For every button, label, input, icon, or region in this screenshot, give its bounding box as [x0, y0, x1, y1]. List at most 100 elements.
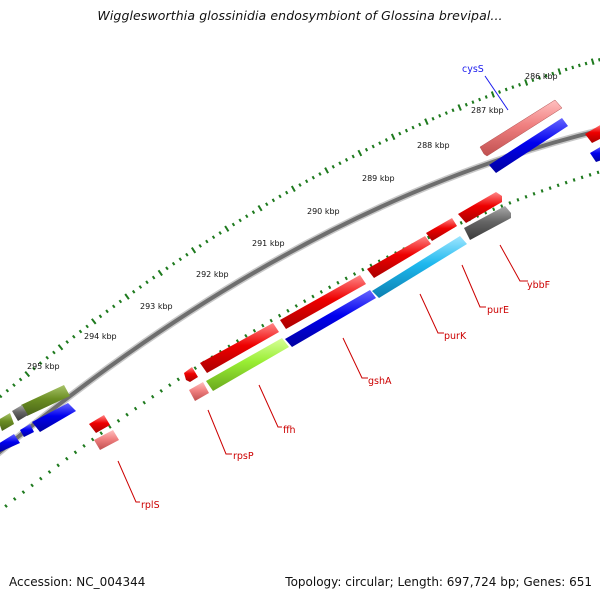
- ruler-tick: [151, 275, 156, 280]
- feature-left-olive-2[interactable]: [0, 413, 14, 431]
- ruler-tick: [498, 90, 502, 94]
- feature-rpls-fwd[interactable]: [89, 415, 110, 433]
- ruler-tick: [257, 204, 263, 212]
- ruler-tick: [384, 138, 389, 142]
- ruler-tick: [532, 191, 536, 196]
- ruler-tick: [426, 235, 431, 240]
- ruler-tick: [328, 285, 332, 290]
- gene-label-purk[interactable]: purK: [444, 331, 467, 342]
- callout-rpsp: [207, 409, 232, 455]
- ruler-tick: [205, 239, 209, 244]
- feature-cyss-rev[interactable]: [489, 118, 568, 173]
- callout-ybbf: [499, 244, 528, 282]
- ruler-tick: [524, 79, 529, 86]
- feature-rpsp[interactable]: [189, 382, 209, 401]
- feature-rpsp-fwd[interactable]: [184, 367, 198, 382]
- feature-purk[interactable]: [367, 236, 431, 278]
- ruler-tick: [269, 318, 273, 323]
- feature-left-olive-1[interactable]: [21, 385, 70, 416]
- feature-right-blue[interactable]: [590, 146, 600, 162]
- tick-label-289: 289 kbp: [362, 174, 395, 183]
- ruler-tick: [261, 323, 265, 328]
- ruler-tick: [108, 425, 112, 429]
- ruler-tick: [371, 144, 375, 149]
- feature-cyss[interactable]: [479, 99, 563, 157]
- ruler-tick: [24, 370, 31, 378]
- ruler-tick: [577, 63, 581, 68]
- ruler-tick: [548, 186, 552, 190]
- feature-left-gray[interactable]: [12, 405, 28, 421]
- feature-purk-rev[interactable]: [372, 236, 467, 298]
- gene-label-rpls[interactable]: rplS: [141, 500, 160, 511]
- ruler-tick: [30, 483, 34, 488]
- ruler-tick: [305, 179, 309, 184]
- ruler-labels: 286 kbp 287 kbp 288 kbp 289 kbp 290 kbp …: [27, 72, 558, 371]
- ruler-tick: [38, 361, 43, 366]
- ruler-tick: [168, 383, 172, 387]
- feature-gsha[interactable]: [280, 275, 366, 329]
- ruler-tick: [12, 497, 17, 501]
- feature-pure[interactable]: [426, 218, 457, 241]
- ruler-tick: [490, 91, 495, 98]
- tick-label-291: 291 kbp: [252, 239, 285, 248]
- ruler-tick: [231, 222, 236, 227]
- callout-rpls: [117, 460, 140, 503]
- ruler-tick: [165, 266, 169, 271]
- gene-label-ybbf[interactable]: ybbF: [527, 280, 550, 291]
- feature-ybbf-rev[interactable]: [464, 206, 511, 240]
- ruler-tick: [116, 418, 121, 423]
- feature-ffh-fwd[interactable]: [200, 323, 279, 373]
- ruler-tick: [294, 304, 298, 308]
- tick-label-287: 287 kbp: [471, 106, 504, 115]
- gene-label-pure[interactable]: purE: [487, 305, 509, 316]
- ruler-tick: [98, 314, 103, 319]
- ruler-tick: [82, 443, 86, 448]
- ruler-tick: [32, 366, 36, 371]
- gene-label-gsha[interactable]: gshA: [368, 376, 392, 387]
- feature-left-blue-1[interactable]: [32, 403, 76, 432]
- gene-label-ffh[interactable]: ffh: [283, 425, 296, 436]
- ruler-tick: [159, 389, 164, 393]
- ruler-tick: [457, 104, 462, 111]
- ruler-tick: [45, 355, 49, 360]
- feature-top-right-red[interactable]: [585, 124, 600, 143]
- left-features: [0, 385, 76, 452]
- inner-ruler: [4, 170, 600, 508]
- ruler-tick: [18, 377, 23, 382]
- callout-purk: [419, 293, 444, 334]
- ruler-tick: [484, 95, 488, 99]
- ruler-tick: [244, 333, 248, 338]
- feature-ybbf[interactable]: [458, 192, 502, 223]
- gene-label-rpsp[interactable]: rpsP: [233, 451, 254, 462]
- ruler-tick: [277, 313, 282, 318]
- ruler-tick: [265, 202, 269, 207]
- ruler-tick: [319, 290, 323, 294]
- ruler-tick: [431, 116, 435, 121]
- ruler-tick: [124, 293, 130, 300]
- ruler-tick: [504, 87, 508, 92]
- ruler-tick: [235, 339, 240, 344]
- ruler-tick: [444, 111, 448, 115]
- ruler-tick: [105, 309, 109, 314]
- ruler-tick: [331, 164, 335, 169]
- ruler-tick: [551, 71, 555, 76]
- ruler-tick: [364, 147, 369, 152]
- ruler-tick: [211, 235, 216, 240]
- feature-ffh[interactable]: [206, 338, 289, 391]
- tick-label-293: 293 kbp: [140, 302, 173, 311]
- ruler-tick: [150, 394, 155, 399]
- ruler-tick: [516, 198, 520, 202]
- forward-outer-features: [479, 99, 600, 157]
- feature-rpls[interactable]: [94, 430, 119, 450]
- feature-left-blue-2[interactable]: [20, 424, 34, 437]
- feature-gsha-rev[interactable]: [285, 290, 376, 347]
- gene-label-cyss[interactable]: cysS: [462, 64, 484, 75]
- ruler-tick: [357, 149, 363, 157]
- ruler-tick: [78, 329, 83, 334]
- ruler-tick: [540, 189, 544, 193]
- callouts: [117, 75, 528, 503]
- feature-left-blue-3[interactable]: [0, 434, 20, 452]
- ruler-tick: [590, 58, 595, 65]
- ruler-tick: [57, 344, 64, 351]
